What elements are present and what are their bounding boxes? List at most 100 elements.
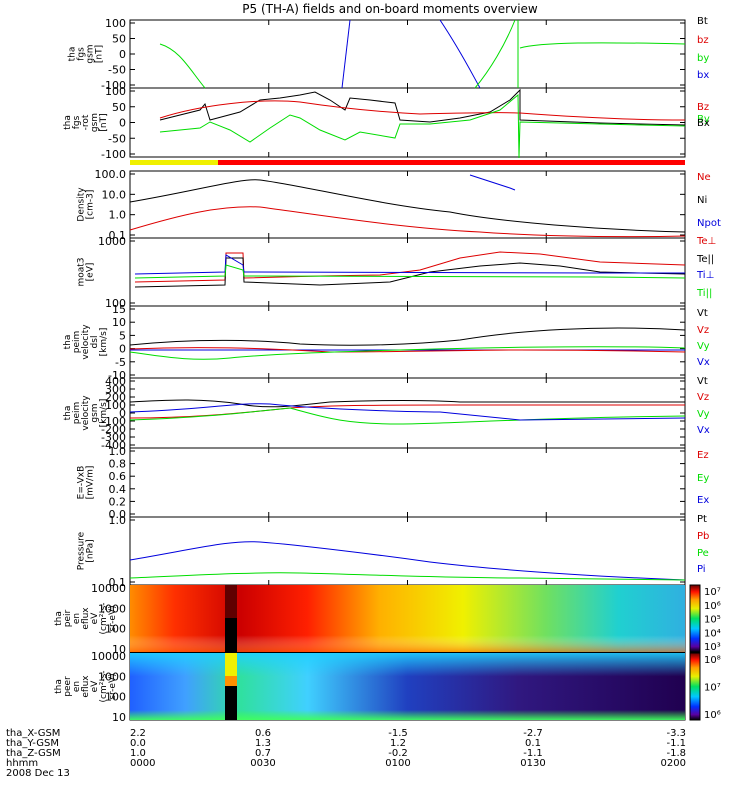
footer-row-label: tha_Z-GSM xyxy=(6,748,61,759)
y-axis-label: sr-eV) xyxy=(108,673,118,699)
legend-entry: Vx xyxy=(697,425,710,436)
y-axis-label: gsm xyxy=(90,113,100,132)
footer-date: 2008 Dec 13 xyxy=(6,768,70,779)
y-axis-label: [km/s] xyxy=(99,328,109,357)
legend-entry: bx xyxy=(697,70,709,81)
panel-frame xyxy=(129,87,686,158)
footer-value: 1.2 xyxy=(390,738,406,749)
y-axis-label: eflux xyxy=(81,607,91,630)
legend-entry: by xyxy=(697,53,709,64)
legend-entry: Ez xyxy=(697,450,709,461)
footer-value: 0000 xyxy=(130,758,155,769)
panel-10: 10000 1000 100 10 tha peer en eflux eV (cm²-s-sr-… xyxy=(54,650,721,724)
y-axis-label: Pressure xyxy=(77,531,87,570)
footer-value: 0200 xyxy=(661,758,686,769)
y-axis-label: gsm xyxy=(86,44,96,63)
y-axis-label: [cm-3] xyxy=(86,190,96,220)
footer-value: -3.3 xyxy=(666,728,686,739)
footer-value: -1.8 xyxy=(666,748,686,759)
y-tick-label: 50 xyxy=(112,33,126,46)
y-tick-label: 0.6 xyxy=(109,470,127,483)
electron-colorbar xyxy=(689,652,701,721)
y-tick-label: -50 xyxy=(108,64,126,77)
legend-entry: Te|| xyxy=(696,254,714,265)
y-tick-label: 10 xyxy=(112,711,126,724)
y-axis-label: sr-eV) xyxy=(108,605,118,631)
y-axis-label: tha xyxy=(54,611,64,626)
legend-entry: Npot xyxy=(697,218,721,229)
panel-frame xyxy=(129,19,686,89)
y-tick-label: 10 xyxy=(112,316,126,329)
y-axis-label: [nT] xyxy=(95,45,105,63)
panel-frame xyxy=(129,377,686,449)
y-axis-label: velocity xyxy=(81,395,91,431)
y-tick-label: 0 xyxy=(119,407,126,420)
y-tick-label: 100 xyxy=(105,399,126,412)
footer-value: -1.1 xyxy=(666,738,686,749)
y-axis-label: [nT] xyxy=(99,113,109,131)
legend-entry: Vt xyxy=(697,308,708,319)
colorbar-tick-label: 10⁵ xyxy=(704,615,721,626)
y-axis-label: eflux xyxy=(81,675,91,698)
panel-frame xyxy=(129,447,686,518)
footer-row-label: tha_X-GSM xyxy=(6,728,60,739)
y-tick-label: 10 xyxy=(112,643,126,656)
y-tick-label: 0.1 xyxy=(109,576,127,589)
y-tick-label: -100 xyxy=(101,148,126,161)
y-tick-label: -100 xyxy=(101,79,126,92)
legend-entry: Ti|| xyxy=(696,288,712,299)
y-axis-label: tha xyxy=(68,47,78,62)
y-axis-label: [km/s] xyxy=(99,399,109,428)
colorbar-tick-label: 10⁸ xyxy=(704,655,721,666)
y-axis-label: tha xyxy=(54,679,64,694)
y-tick-label: 100 xyxy=(105,691,126,704)
figure-title: P5 (TH-A) fields and on-board moments ov… xyxy=(242,2,538,16)
legend-entry: Ni xyxy=(697,195,707,206)
data-traces xyxy=(129,19,686,581)
footer-value: 2.2 xyxy=(130,728,146,739)
y-axis-label: fgs xyxy=(77,47,87,61)
y-tick-label: -10 xyxy=(108,369,126,382)
colorbar-tick-label: 10⁷ xyxy=(704,587,721,598)
y-axis-label: -rot xyxy=(81,114,91,130)
data-coverage-bar xyxy=(130,160,685,165)
y-tick-label: 50 xyxy=(112,101,126,114)
y-tick-label: -400 xyxy=(101,439,126,452)
legend-entry: Ey xyxy=(697,473,709,484)
footer-value: 1.3 xyxy=(255,738,271,749)
y-tick-label: 1.0 xyxy=(109,445,127,458)
y-tick-label: -5 xyxy=(115,356,126,369)
y-axis-label: peim xyxy=(72,331,82,354)
panel-1: 100 50 0 -50 -100 tha fgs gsm [nT] Bt bz by bx xyxy=(68,16,710,92)
y-tick-label: 0 xyxy=(119,48,126,61)
legend-entry: Vz xyxy=(697,325,709,336)
y-tick-label: 0.4 xyxy=(109,483,127,496)
footer-row-label: hhmm xyxy=(6,758,38,769)
legend-entry: Vy xyxy=(697,409,710,420)
y-tick-label: 0 xyxy=(119,343,126,356)
y-axis-label: peer xyxy=(63,676,73,697)
y-axis-label: gsm xyxy=(90,403,100,422)
legend-entry: Vx xyxy=(697,357,710,368)
ion-colorbar xyxy=(689,584,701,653)
footer-value: 1.0 xyxy=(130,748,146,759)
y-axis-label: [mV/m] xyxy=(86,466,96,500)
y-axis-label: [nPa] xyxy=(86,539,96,562)
y-tick-label: -300 xyxy=(101,431,126,444)
y-axis-label: en xyxy=(72,681,82,692)
y-axis-label: E=-VxB xyxy=(77,466,87,500)
y-tick-label: 100 xyxy=(105,623,126,636)
legend-entry: Ex xyxy=(697,495,709,506)
legend-entry: Vz xyxy=(697,392,709,403)
y-tick-label: 100.0 xyxy=(95,168,127,181)
y-tick-label: 10000 xyxy=(91,582,126,595)
legend-entry: Pe xyxy=(697,548,709,559)
colorbar-tick-label: 10⁴ xyxy=(704,628,721,639)
y-tick-label: 200 xyxy=(105,391,126,404)
y-tick-label: 0.0 xyxy=(109,508,127,521)
y-tick-label: 400 xyxy=(105,375,126,388)
y-tick-label: 0 xyxy=(119,117,126,130)
